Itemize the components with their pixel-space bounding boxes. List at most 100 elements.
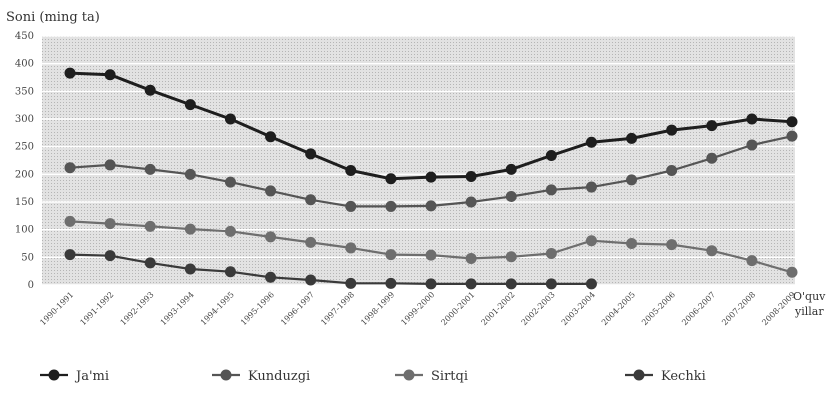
y-tick-label: 0 bbox=[28, 280, 34, 291]
x-tick-label: 1996-1997 bbox=[279, 290, 316, 327]
data-point bbox=[706, 245, 718, 257]
legend-label: Sirtqi bbox=[431, 369, 468, 384]
data-point bbox=[666, 124, 678, 136]
data-point bbox=[265, 185, 277, 197]
data-point bbox=[626, 174, 638, 186]
legend: Ja'mi Kunduzgi Sirtqi Kechki bbox=[40, 369, 706, 384]
data-point bbox=[505, 190, 517, 202]
y-tick-label: 250 bbox=[15, 142, 34, 153]
data-point bbox=[184, 223, 196, 235]
data-point bbox=[305, 148, 317, 160]
x-tick-label: 2000-2001 bbox=[439, 290, 476, 327]
x-tick-label: 1995-1996 bbox=[239, 290, 276, 327]
data-point bbox=[425, 278, 437, 290]
data-point bbox=[786, 116, 798, 128]
legend-marker bbox=[633, 369, 645, 381]
y-axis-ticks: 0 50 100 150 200 250 300 350 400 450 bbox=[15, 31, 34, 291]
data-point bbox=[104, 218, 116, 230]
data-point bbox=[144, 84, 156, 96]
series-group bbox=[64, 67, 798, 185]
series-group bbox=[64, 215, 798, 278]
data-point bbox=[505, 251, 517, 263]
data-point bbox=[224, 225, 236, 237]
x-tick-label: 1997-1998 bbox=[319, 290, 356, 327]
data-point bbox=[305, 274, 317, 286]
data-point bbox=[465, 252, 477, 264]
data-point bbox=[666, 164, 678, 176]
data-point bbox=[104, 69, 116, 81]
legend-label: Kunduzgi bbox=[248, 369, 310, 384]
data-point bbox=[64, 162, 76, 174]
data-point bbox=[265, 131, 277, 143]
data-point bbox=[706, 120, 718, 132]
x-tick-label: 1993-1994 bbox=[159, 290, 196, 327]
data-point bbox=[184, 263, 196, 275]
data-point bbox=[465, 278, 477, 290]
x-tick-label: 2008-2009 bbox=[760, 290, 797, 327]
data-point bbox=[585, 181, 597, 193]
data-point bbox=[425, 249, 437, 261]
legend-marker bbox=[403, 369, 415, 381]
data-point bbox=[385, 200, 397, 212]
gridlines bbox=[42, 35, 795, 286]
y-tick-label: 150 bbox=[15, 197, 34, 208]
y-axis-title: Soni (ming ta) bbox=[6, 10, 100, 25]
x-axis-title-line2: yillar bbox=[794, 305, 824, 318]
data-point bbox=[706, 152, 718, 164]
data-point bbox=[345, 164, 357, 176]
y-tick-label: 100 bbox=[15, 225, 34, 236]
x-axis-title-line1: O'quv bbox=[793, 290, 826, 303]
x-tick-label: 1990-1991 bbox=[38, 290, 75, 327]
data-point bbox=[224, 266, 236, 278]
data-point bbox=[626, 238, 638, 249]
x-tick-label: 2006-2007 bbox=[680, 290, 717, 327]
data-point bbox=[265, 231, 277, 243]
series-lines bbox=[64, 67, 798, 290]
data-point bbox=[545, 278, 557, 290]
series-group bbox=[64, 249, 597, 290]
data-point bbox=[746, 139, 758, 151]
legend-marker bbox=[48, 369, 60, 381]
data-point bbox=[585, 235, 597, 247]
data-point bbox=[305, 236, 317, 248]
data-point bbox=[224, 176, 236, 188]
x-tick-label: 1999-2000 bbox=[399, 290, 436, 327]
data-point bbox=[465, 171, 477, 183]
x-tick-label: 2004-2005 bbox=[600, 290, 637, 327]
data-point bbox=[144, 220, 156, 232]
data-point bbox=[585, 278, 597, 290]
x-tick-label: 2003-2004 bbox=[560, 290, 597, 327]
data-point bbox=[666, 239, 678, 251]
x-tick-label: 2005-2006 bbox=[640, 290, 677, 327]
legend-label: Ja'mi bbox=[74, 369, 109, 384]
x-tick-label: 2002-2003 bbox=[520, 290, 557, 327]
x-tick-label: 2007-2008 bbox=[720, 290, 757, 327]
data-point bbox=[224, 113, 236, 125]
data-point bbox=[104, 159, 116, 171]
data-point bbox=[786, 266, 798, 278]
data-point bbox=[746, 113, 758, 125]
data-point bbox=[64, 67, 76, 79]
data-point bbox=[345, 242, 357, 254]
data-point bbox=[385, 249, 397, 261]
data-point bbox=[144, 163, 156, 175]
legend-marker bbox=[220, 369, 232, 381]
x-tick-label: 1992-1993 bbox=[119, 290, 156, 327]
data-point bbox=[64, 249, 76, 261]
series-group bbox=[64, 130, 798, 212]
x-tick-label: 1991-1992 bbox=[78, 290, 115, 327]
y-tick-label: 450 bbox=[15, 31, 34, 42]
series-line bbox=[69, 253, 592, 285]
data-point bbox=[585, 136, 597, 148]
plot-area bbox=[42, 36, 795, 285]
data-point bbox=[505, 163, 517, 175]
data-point bbox=[545, 247, 557, 259]
data-point bbox=[184, 99, 196, 111]
x-tick-label: 1998-1999 bbox=[359, 290, 396, 327]
data-point bbox=[64, 215, 76, 227]
y-tick-label: 300 bbox=[15, 114, 34, 125]
data-point bbox=[505, 278, 517, 290]
legend-label: Kechki bbox=[661, 369, 706, 384]
data-point bbox=[545, 184, 557, 196]
